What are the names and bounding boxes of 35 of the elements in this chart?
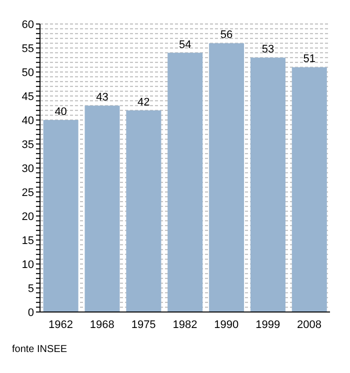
data-label: 43 <box>96 92 108 104</box>
y-tick-label: 30 <box>22 162 34 175</box>
bar <box>168 52 203 312</box>
y-tick-label: 20 <box>22 210 34 223</box>
y-tick-label: 60 <box>22 18 34 31</box>
y-tick-label: 40 <box>22 114 34 127</box>
data-label: 53 <box>262 44 274 56</box>
bar <box>209 43 244 312</box>
y-tick-label: 5 <box>28 282 34 295</box>
x-tick-label: 1975 <box>131 318 156 331</box>
data-label: 56 <box>220 29 233 42</box>
data-label: 54 <box>178 38 192 51</box>
x-tick-label: 1962 <box>48 318 73 331</box>
bar <box>250 58 286 312</box>
x-tick-label: 1968 <box>90 318 114 331</box>
data-label: 42 <box>138 96 150 108</box>
x-tick-label: 1999 <box>256 318 280 331</box>
data-label: 40 <box>54 106 67 118</box>
y-tick-label: 0 <box>28 306 34 319</box>
bar <box>126 110 162 312</box>
x-tick-label: 2008 <box>297 318 322 331</box>
y-tick-label: 15 <box>22 234 34 247</box>
bar <box>292 67 327 312</box>
data-label: 51 <box>303 53 316 66</box>
x-tick-label: 1982 <box>172 318 198 331</box>
source-note: fonte INSEE <box>12 344 68 355</box>
y-tick-label: 25 <box>22 186 34 199</box>
y-tick-label: 50 <box>22 66 34 79</box>
y-tick-label: 45 <box>22 90 34 103</box>
bar <box>84 106 120 312</box>
y-tick-label: 10 <box>22 258 34 271</box>
bar <box>43 120 78 312</box>
x-tick-label: 1990 <box>214 318 239 331</box>
y-tick-label: 55 <box>22 42 34 55</box>
y-tick-label: 35 <box>22 138 34 151</box>
